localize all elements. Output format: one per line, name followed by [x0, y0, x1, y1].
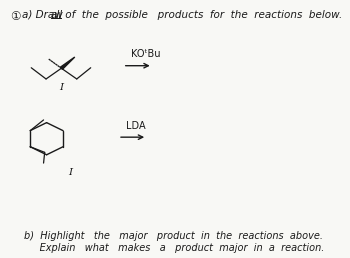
Text: ①: ①	[10, 10, 20, 22]
Text: Explain   what   makes   a   product  major  in  a  reaction.: Explain what makes a product major in a …	[24, 243, 324, 253]
Text: I: I	[60, 83, 63, 92]
Text: b)  Highlight   the   major   product  in  the  reactions  above.: b) Highlight the major product in the re…	[24, 231, 323, 241]
Text: a) Draw: a) Draw	[22, 10, 63, 20]
Text: LDA: LDA	[126, 121, 146, 131]
Text: I: I	[69, 168, 73, 177]
Text: KOᵗBu: KOᵗBu	[131, 49, 161, 59]
Text: of  the  possible   products  for  the  reactions  below.: of the possible products for the reactio…	[62, 10, 343, 20]
Polygon shape	[60, 57, 75, 69]
Text: all: all	[51, 10, 63, 20]
